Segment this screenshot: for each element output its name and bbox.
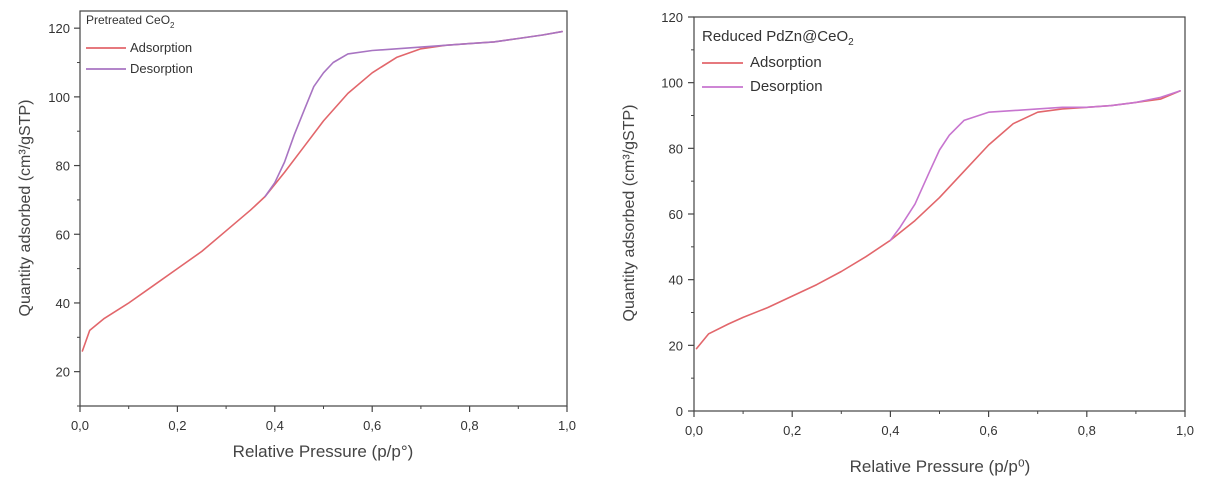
- y-tick-label: 20: [669, 338, 683, 353]
- y-tick-label: 120: [661, 10, 683, 25]
- x-tick-label: 1,0: [558, 418, 576, 433]
- legend-label-desorption: Desorption: [750, 78, 823, 95]
- series-line-adsorption: [697, 91, 1181, 349]
- y-tick-label: 40: [56, 296, 70, 311]
- y-axis-title: Quantity adsorbed (cm³/gSTP): [17, 100, 34, 317]
- x-tick-label: 0,0: [71, 418, 89, 433]
- x-tick-label: 0,4: [266, 418, 284, 433]
- y-tick-label: 100: [48, 90, 70, 105]
- y-tick-label: 40: [669, 273, 683, 288]
- y-axis-title: Quantity adsorbed (cm³/gSTP): [621, 105, 638, 322]
- y-tick-label: 120: [48, 21, 70, 36]
- series-line-adsorption: [82, 32, 562, 351]
- y-tick-label: 100: [661, 76, 683, 91]
- chart-title: Reduced PdZn@CeO2: [702, 28, 854, 48]
- x-tick-label: 1,0: [1176, 423, 1194, 438]
- y-tick-label: 60: [56, 227, 70, 242]
- y-tick-label: 60: [669, 207, 683, 222]
- legend-label-adsorption: Adsorption: [130, 40, 192, 55]
- plot-frame: [694, 17, 1185, 411]
- legend-label-desorption: Desorption: [130, 61, 193, 76]
- series-line-desorption: [265, 32, 562, 197]
- x-tick-label: 0,8: [461, 418, 479, 433]
- x-tick-label: 0,6: [980, 423, 998, 438]
- y-tick-label: 80: [56, 159, 70, 174]
- x-tick-label: 0,2: [168, 418, 186, 433]
- chart-panel-2: 0,0 0,2 0,4 0,6 0,8 1,0 0 20 40 60 80 100 120 Reduced…: [621, 10, 1194, 476]
- x-axis-title: Relative Pressure (p/p⁰): [850, 457, 1031, 476]
- x-axis-title: Relative Pressure (p/p°): [233, 442, 414, 461]
- x-tick-label: 0,8: [1078, 423, 1096, 438]
- y-tick-label: 0: [676, 404, 683, 419]
- chart-title: Pretreated CeO2: [86, 13, 175, 30]
- y-tick-label: 20: [56, 365, 70, 380]
- x-tick-label: 0,2: [783, 423, 801, 438]
- x-tick-label: 0,6: [363, 418, 381, 433]
- y-tick-label: 80: [669, 141, 683, 156]
- x-tick-label: 0,0: [685, 423, 703, 438]
- x-tick-label: 0,4: [881, 423, 899, 438]
- legend-label-adsorption: Adsorption: [750, 54, 822, 71]
- chart-panel-1: 0,0 0,2 0,4 0,6 0,8 1,0 20 40 60 80 100 120 Pretreat…: [17, 11, 576, 461]
